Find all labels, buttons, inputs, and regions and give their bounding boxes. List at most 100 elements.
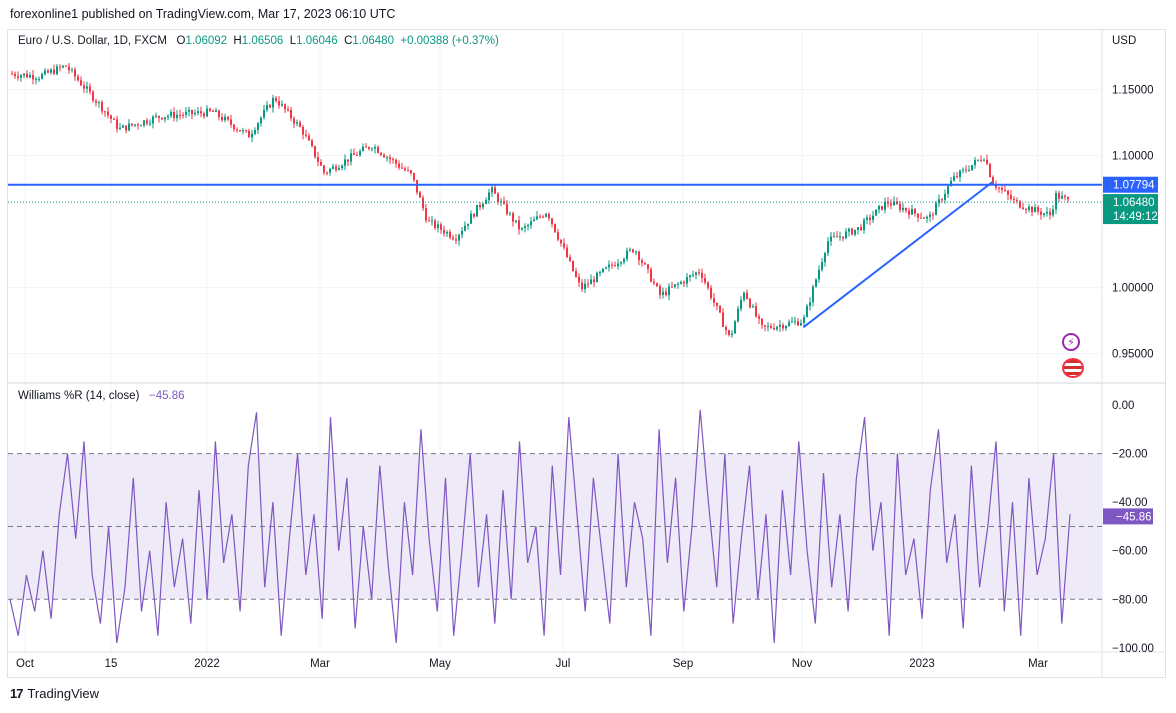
candle-body bbox=[98, 102, 100, 104]
wr-tick-label: −80.00 bbox=[1112, 594, 1148, 606]
high-value: 1.06506 bbox=[241, 35, 284, 47]
candle-body bbox=[263, 110, 265, 118]
candle-body bbox=[851, 228, 853, 235]
candle-body bbox=[494, 187, 496, 194]
candle-body bbox=[56, 66, 58, 74]
candle-body bbox=[173, 112, 175, 119]
candle-body bbox=[146, 120, 148, 124]
candle-body bbox=[734, 321, 736, 334]
open-value: 1.06092 bbox=[185, 35, 228, 47]
candle-body bbox=[689, 275, 691, 278]
candle-body bbox=[239, 130, 241, 132]
candle-body bbox=[767, 325, 769, 327]
candle-body bbox=[212, 110, 214, 112]
high-label: H bbox=[233, 35, 242, 47]
lightning-icon[interactable]: ⚡ bbox=[1062, 333, 1080, 351]
candle-body bbox=[23, 73, 25, 76]
candle-body bbox=[905, 207, 907, 211]
candle-body bbox=[449, 231, 451, 238]
candle-body bbox=[86, 86, 88, 89]
us-flag-icon[interactable] bbox=[1062, 358, 1084, 378]
candle-body bbox=[962, 169, 964, 171]
candle-body bbox=[218, 110, 220, 117]
candle-body bbox=[899, 203, 901, 210]
candle-body bbox=[281, 104, 283, 106]
candle-body bbox=[434, 220, 436, 228]
tradingview-logo[interactable]: 17 TradingView bbox=[10, 686, 99, 701]
candle-body bbox=[41, 74, 43, 79]
candle-body bbox=[1067, 197, 1069, 200]
candle-body bbox=[1052, 209, 1054, 216]
candle-body bbox=[584, 283, 586, 290]
candle-body bbox=[956, 176, 958, 178]
candle-body bbox=[455, 239, 457, 241]
published-caption: forexonline1 published on TradingView.co… bbox=[10, 7, 396, 21]
candle-body bbox=[536, 216, 538, 220]
candle-body bbox=[773, 327, 775, 330]
candle-body bbox=[539, 216, 541, 218]
candle-body bbox=[161, 117, 163, 120]
candle-body bbox=[869, 217, 871, 220]
candle-body bbox=[1058, 193, 1060, 199]
candle-body bbox=[140, 125, 142, 127]
candle-body bbox=[740, 299, 742, 309]
candle-body bbox=[614, 265, 616, 267]
candle-body bbox=[809, 302, 811, 307]
time-label: Jul bbox=[556, 658, 571, 670]
candle-body bbox=[380, 152, 382, 155]
candle-body bbox=[311, 140, 313, 147]
candle-body bbox=[20, 75, 22, 78]
candle-body bbox=[185, 111, 187, 115]
candle-body bbox=[275, 97, 277, 102]
candle-body bbox=[17, 76, 19, 78]
price-tick-label: 1.15000 bbox=[1112, 85, 1154, 97]
chart-frame[interactable] bbox=[7, 29, 1166, 678]
candle-body bbox=[479, 204, 481, 208]
candle-body bbox=[278, 101, 280, 106]
candle-body bbox=[65, 65, 67, 67]
candle-body bbox=[935, 203, 937, 216]
candle-body bbox=[371, 148, 373, 150]
candle-body bbox=[749, 298, 751, 308]
candle-body bbox=[797, 321, 799, 326]
time-label: May bbox=[429, 658, 451, 670]
candle-body bbox=[518, 220, 520, 230]
williams-r-line bbox=[9, 409, 1071, 644]
candle-body bbox=[788, 322, 790, 326]
candle-body bbox=[260, 117, 262, 124]
candle-body bbox=[611, 264, 613, 266]
candle-body bbox=[581, 282, 583, 290]
candle-body bbox=[47, 70, 49, 73]
candle-body bbox=[785, 325, 787, 329]
candle-body bbox=[197, 111, 199, 113]
candle-body bbox=[794, 321, 796, 323]
tradingview-brand: TradingView bbox=[27, 686, 100, 701]
candle-body bbox=[662, 291, 664, 295]
candle-body bbox=[860, 227, 862, 231]
trend-line bbox=[802, 181, 994, 328]
candle-body bbox=[929, 214, 931, 217]
candle-body bbox=[179, 114, 181, 116]
candle-body bbox=[620, 262, 622, 264]
candle-body bbox=[230, 119, 232, 125]
candle-body bbox=[1001, 187, 1003, 190]
indicator-legend[interactable]: Williams %R (14, close) −45.86 bbox=[18, 390, 185, 402]
candle-body bbox=[215, 110, 217, 112]
symbol-legend[interactable]: Euro / U.S. Dollar, 1D, FXCM O1.06092 H1… bbox=[18, 35, 499, 47]
candle-body bbox=[608, 264, 610, 268]
candle-body bbox=[992, 177, 994, 185]
candle-body bbox=[470, 213, 472, 224]
time-label: 15 bbox=[105, 658, 118, 670]
time-label: Sep bbox=[673, 658, 693, 670]
candle-body bbox=[26, 73, 28, 78]
candle-body bbox=[329, 168, 331, 173]
time-label: Mar bbox=[1028, 658, 1048, 670]
hline-price-tag bbox=[1103, 176, 1158, 193]
candle-body bbox=[365, 146, 367, 148]
candle-body bbox=[824, 253, 826, 263]
candle-body bbox=[965, 169, 967, 171]
candle-body bbox=[404, 168, 406, 171]
candle-body bbox=[269, 105, 271, 108]
candle-body bbox=[857, 227, 859, 230]
